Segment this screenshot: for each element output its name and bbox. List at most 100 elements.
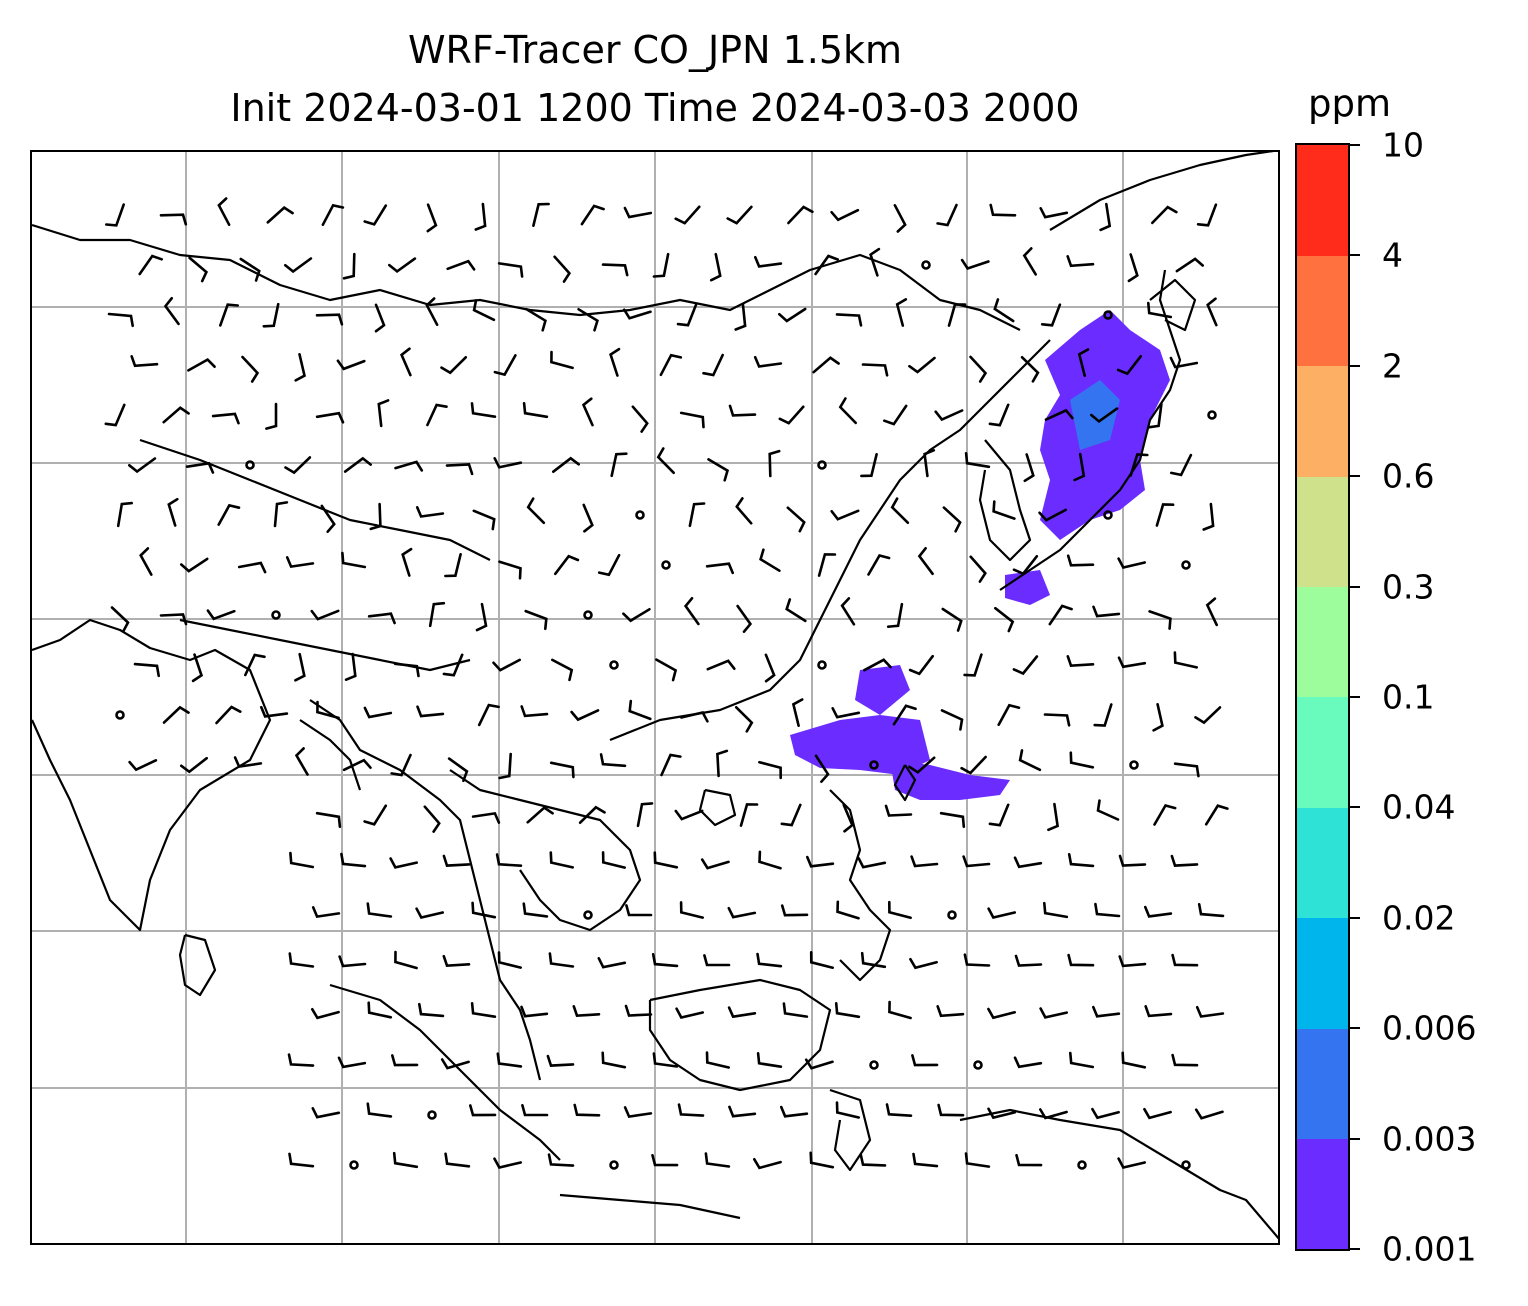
wind-barb xyxy=(471,811,501,824)
calm-wind-marker xyxy=(869,760,879,770)
wind-barb xyxy=(728,404,757,417)
wind-barb xyxy=(624,1004,653,1017)
coastline-segment xyxy=(449,769,642,932)
wind-barb xyxy=(288,952,315,968)
wind-barb xyxy=(1153,803,1177,826)
wind-barb xyxy=(367,612,396,625)
wind-barb xyxy=(838,397,857,425)
wind-barb xyxy=(469,1104,497,1117)
coastline-segment xyxy=(559,1193,741,1220)
wind-barb xyxy=(260,705,289,718)
coastline-segment xyxy=(309,699,542,1081)
wind-barb xyxy=(1196,203,1218,227)
wind-barb xyxy=(834,1002,861,1019)
colorbar-segment xyxy=(1297,697,1348,808)
wind-barb xyxy=(622,608,651,623)
wind-barb xyxy=(337,1056,367,1069)
wind-barb xyxy=(1129,453,1149,477)
wind-barb xyxy=(1151,205,1178,225)
calm-wind-marker xyxy=(973,1060,983,1070)
wind-barb xyxy=(780,803,802,827)
wind-barb xyxy=(601,1051,627,1069)
gridlines xyxy=(32,152,1278,1243)
wind-barb xyxy=(287,1053,315,1067)
wind-barb xyxy=(1038,508,1067,522)
wind-barb xyxy=(1204,804,1229,826)
wind-barb xyxy=(912,1152,939,1168)
coastline-segment xyxy=(978,439,1032,562)
wind-barb xyxy=(440,356,468,375)
wind-barb xyxy=(526,806,554,824)
wind-barb xyxy=(390,753,412,777)
wind-barb xyxy=(367,1001,393,1019)
colorbar-segment xyxy=(1297,476,1348,588)
wind-barb xyxy=(265,402,278,430)
calm-wind-marker xyxy=(921,260,931,270)
wind-barb xyxy=(993,298,1015,323)
wind-barb xyxy=(726,205,753,225)
wind-barb xyxy=(1118,854,1147,867)
wind-barb xyxy=(753,355,783,368)
wind-barb xyxy=(493,1157,522,1169)
wind-barb xyxy=(580,204,605,226)
tracer-plume-core xyxy=(1070,380,1120,450)
wind-barb xyxy=(1069,1051,1095,1069)
coastline-segment xyxy=(609,339,1051,742)
wind-barb xyxy=(886,602,904,628)
wind-barb xyxy=(679,901,704,919)
calm-wind-marker xyxy=(947,910,957,920)
wind-barb xyxy=(1127,253,1139,283)
wind-barb xyxy=(890,497,910,524)
wind-barb xyxy=(728,1105,757,1118)
wind-barb xyxy=(840,597,856,626)
wind-barb xyxy=(311,906,341,919)
wind-barb xyxy=(622,308,652,320)
wind-barb xyxy=(934,409,964,422)
coastline-segment xyxy=(299,719,362,791)
colorbar-tick-mark xyxy=(1350,475,1360,478)
colorbar-segment xyxy=(1297,807,1348,919)
wind-barb xyxy=(960,258,990,271)
wind-barb xyxy=(522,402,549,419)
wind-barb xyxy=(960,755,987,775)
wind-barb xyxy=(400,347,412,377)
calm-wind-marker xyxy=(1103,510,1113,520)
wind-barb xyxy=(1169,356,1199,369)
wind-barb xyxy=(549,851,574,869)
wind-barbs xyxy=(104,197,1229,1170)
wind-barb xyxy=(1173,762,1200,778)
map-panel[interactable] xyxy=(30,150,1280,1245)
wind-barb xyxy=(809,1151,835,1169)
wind-barb xyxy=(1013,856,1043,869)
wind-barb xyxy=(677,1103,705,1117)
wind-barb xyxy=(817,553,837,577)
wind-barb xyxy=(917,547,934,576)
wind-barb xyxy=(1197,903,1225,918)
wind-barb xyxy=(524,609,548,631)
wind-barb xyxy=(908,356,936,374)
wind-barb xyxy=(393,662,420,678)
wind-barb xyxy=(623,206,653,219)
wind-barb xyxy=(215,705,242,725)
wind-barb xyxy=(780,1105,809,1118)
wind-barb xyxy=(1069,751,1095,769)
wind-barb xyxy=(187,357,216,372)
wind-barb xyxy=(937,1103,965,1117)
wind-barb xyxy=(597,553,621,577)
wind-barb xyxy=(498,560,522,580)
calm-wind-marker xyxy=(1103,310,1113,320)
wind-barb xyxy=(104,403,126,427)
wind-barb xyxy=(446,259,476,271)
wind-barb xyxy=(1147,301,1173,319)
wind-barb xyxy=(830,509,860,521)
wind-barb xyxy=(520,705,549,718)
wind-barb xyxy=(674,205,701,225)
wind-barb xyxy=(778,405,805,425)
wind-barb xyxy=(703,954,731,967)
wind-barb xyxy=(989,203,1017,217)
wind-barb xyxy=(363,706,393,719)
wind-barb xyxy=(909,957,938,970)
wind-barb xyxy=(425,297,439,326)
wind-barb xyxy=(628,699,652,721)
colorbar-tick-mark xyxy=(1350,585,1360,588)
